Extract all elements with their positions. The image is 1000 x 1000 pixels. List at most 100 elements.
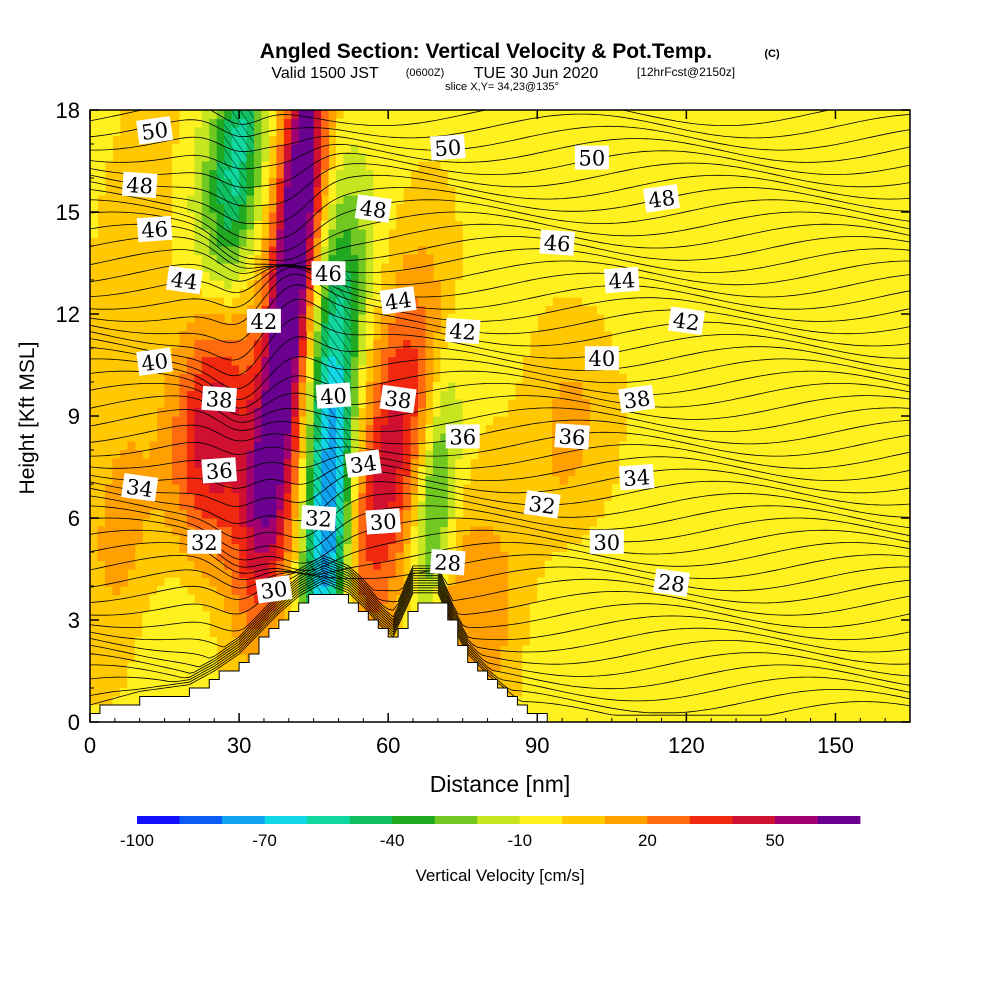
velocity-cell [611,620,620,630]
velocity-cell [708,212,717,222]
velocity-cell [358,135,367,145]
velocity-cell [529,297,538,307]
velocity-cell [611,237,620,247]
velocity-cell [194,110,203,120]
velocity-cell [313,144,322,154]
velocity-cell [507,220,516,230]
velocity-cell [291,339,300,349]
velocity-cell [306,161,315,171]
velocity-cell [418,110,427,120]
velocity-cell [678,662,687,672]
velocity-cell [201,492,210,502]
velocity-cell [671,263,680,273]
velocity-cell [492,305,501,315]
velocity-cell [664,331,673,341]
velocity-cell [731,220,740,230]
velocity-cell [611,679,620,689]
downdraft-hatch [343,297,352,307]
velocity-cell [716,127,725,137]
velocity-cell [701,169,710,179]
velocity-cell [619,518,628,528]
velocity-cell [268,254,277,264]
velocity-cell [619,492,628,502]
velocity-cell [492,127,501,137]
velocity-cell [328,186,337,196]
velocity-cell [321,246,330,256]
velocity-cell [716,450,725,460]
velocity-cell [641,280,650,290]
velocity-cell [537,288,546,298]
velocity-cell [544,297,553,307]
velocity-cell [328,169,337,179]
velocity-cell [492,569,501,579]
velocity-cell [418,484,427,494]
velocity-cell [649,586,658,596]
velocity-cell [313,314,322,324]
velocity-cell [574,713,583,722]
velocity-cell [470,382,479,392]
velocity-cell [701,271,710,281]
velocity-cell [582,254,591,264]
velocity-cell [388,203,397,213]
velocity-cell [634,526,643,536]
velocity-cell [589,705,598,715]
velocity-cell [716,314,725,324]
velocity-cell [641,110,650,120]
velocity-cell [164,645,173,655]
velocity-cell [693,390,702,400]
velocity-cell [186,356,195,366]
velocity-cell [254,475,263,485]
velocity-cell [522,305,531,315]
velocity-cell [678,195,687,205]
velocity-cell [634,118,643,128]
velocity-cell [447,535,456,545]
velocity-cell [626,152,635,162]
velocity-cell [559,628,568,638]
velocity-cell [201,110,210,120]
downdraft-hatch [216,178,225,188]
velocity-cell [678,458,687,468]
velocity-cell [626,560,635,570]
velocity-cell [343,169,352,179]
velocity-cell [373,365,382,375]
velocity-cell [179,365,188,375]
velocity-cell [492,212,501,222]
velocity-cell [179,229,188,239]
velocity-cell [574,705,583,715]
velocity-cell [686,110,695,120]
velocity-cell [701,220,710,230]
velocity-cell [179,467,188,477]
velocity-cell [231,543,240,553]
velocity-cell [626,356,635,366]
velocity-cell [708,441,717,451]
velocity-cell [664,671,673,681]
velocity-cell [529,135,538,145]
velocity-cell [693,535,702,545]
velocity-cell [671,603,680,613]
velocity-cell [500,620,509,630]
velocity-cell [589,560,598,570]
velocity-cell [507,161,516,171]
velocity-cell [641,331,650,341]
velocity-cell [194,424,203,434]
velocity-cell [626,195,635,205]
velocity-cell [678,484,687,494]
velocity-cell [261,407,270,417]
velocity-cell [440,390,449,400]
velocity-cell [582,407,591,417]
velocity-cell [522,254,531,264]
velocity-cell [276,203,285,213]
velocity-cell [678,552,687,562]
velocity-cell [708,118,717,128]
velocity-cell [649,169,658,179]
velocity-cell [544,679,553,689]
velocity-cell [507,263,516,273]
velocity-cell [462,373,471,383]
velocity-cell [179,390,188,400]
velocity-cell [731,518,740,528]
velocity-cell [216,212,225,222]
downdraft-hatch [239,135,248,145]
velocity-cell [634,169,643,179]
velocity-cell [455,603,464,613]
velocity-cell [283,178,292,188]
